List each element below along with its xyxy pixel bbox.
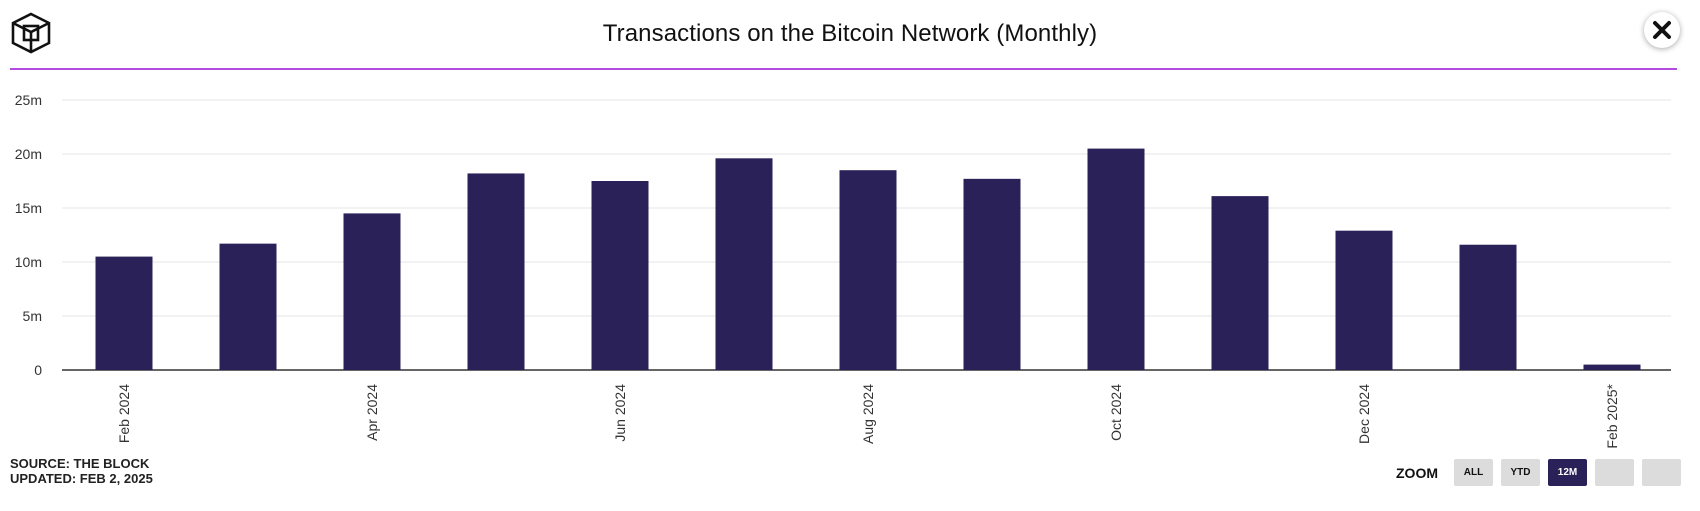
bar: [219, 243, 277, 370]
y-tick-label: 10m: [15, 254, 42, 270]
zoom-controls: ZOOM ALL YTD 12M: [1396, 459, 1681, 486]
bar: [95, 256, 153, 370]
y-tick-label: 15m: [15, 200, 42, 216]
x-tick-label: Dec 2024: [1356, 384, 1372, 444]
chart-footer: SOURCE: THE BLOCK UPDATED: FEB 2, 2025: [10, 456, 153, 486]
header-divider: [10, 68, 1677, 70]
y-tick-label: 20m: [15, 146, 42, 162]
zoom-all-button[interactable]: ALL: [1454, 459, 1493, 486]
cube-logo-icon: [11, 12, 51, 54]
x-tick-label: Apr 2024: [364, 384, 380, 441]
x-tick-label: Oct 2024: [1108, 384, 1124, 441]
close-icon: [1653, 21, 1671, 39]
x-tick-label: Jun 2024: [612, 384, 628, 442]
zoom-label: ZOOM: [1396, 464, 1438, 481]
x-tick-label: Feb 2024: [116, 384, 132, 443]
bar: [591, 181, 649, 370]
bar: [1087, 148, 1145, 370]
bar: [1211, 196, 1269, 370]
bar: [715, 158, 773, 370]
bar: [1459, 244, 1517, 370]
y-tick-label: 25m: [15, 92, 42, 108]
zoom-12m-button[interactable]: 12M: [1548, 459, 1587, 486]
source-text: SOURCE: THE BLOCK: [10, 456, 150, 471]
bar: [467, 173, 525, 370]
updated-text: UPDATED: FEB 2, 2025: [10, 471, 153, 486]
x-tick-label: Aug 2024: [860, 384, 876, 444]
close-button[interactable]: [1644, 12, 1680, 48]
bar: [1583, 364, 1641, 370]
y-tick-label: 0: [34, 362, 42, 378]
bar: [963, 178, 1021, 370]
bar: [839, 170, 897, 370]
zoom-option-button[interactable]: [1595, 459, 1634, 486]
bar: [1335, 230, 1393, 370]
y-tick-label: 5m: [23, 308, 42, 324]
zoom-option-button[interactable]: [1642, 459, 1681, 486]
chart-title: Transactions on the Bitcoin Network (Mon…: [602, 20, 1098, 47]
bar: [343, 213, 401, 370]
bar-chart: 0 5m 10m 15m 20m 25m Feb 2024 Apr 2024 Jun 2024 A…: [15, 92, 1671, 449]
zoom-ytd-button[interactable]: YTD: [1501, 459, 1540, 486]
x-tick-label: Feb 2025*: [1604, 383, 1620, 448]
